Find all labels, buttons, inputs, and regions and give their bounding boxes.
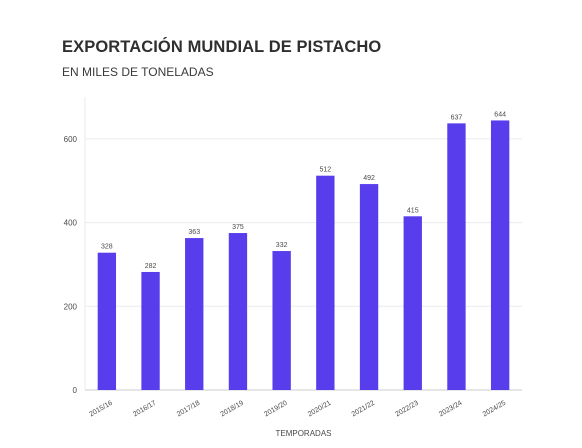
chart-subtitle: EN MILES DE TONELADAS (62, 65, 214, 79)
x-axis-title: TEMPORADAS (275, 429, 331, 438)
bar-value-label: 332 (276, 242, 288, 249)
bar (359, 184, 379, 390)
data-labels: 328 282 363 375 332 512 492 415 637 644 (101, 111, 506, 270)
bars (97, 120, 510, 391)
bar-value-label: 637 (451, 114, 463, 121)
bar-value-label: 512 (320, 167, 332, 174)
x-tick-label: 2015/16 (88, 400, 114, 419)
bar-value-label: 415 (407, 207, 419, 214)
x-tick-label: 2024/25 (482, 400, 508, 419)
bar (228, 233, 248, 390)
x-tick-label: 2018/19 (220, 400, 246, 419)
y-tick-label: 600 (64, 135, 78, 144)
bar-value-label: 363 (188, 229, 200, 236)
bar (490, 120, 510, 390)
bar-value-label: 328 (101, 244, 113, 251)
bar (141, 271, 160, 390)
x-tick-label: 2020/21 (307, 400, 333, 419)
bar (97, 252, 117, 390)
bar-value-label: 282 (145, 263, 157, 270)
bar (272, 251, 291, 390)
x-tick-label: 2021/22 (351, 400, 377, 419)
bar (185, 238, 204, 390)
y-tick-label: 200 (64, 302, 78, 311)
x-tick-label: 2017/18 (176, 400, 202, 419)
bar (403, 216, 422, 390)
y-tick-label: 0 (73, 386, 78, 395)
x-tick-label: 2023/24 (438, 400, 464, 419)
x-tick-label: 2019/20 (263, 400, 289, 419)
bar-value-label: 492 (363, 175, 375, 182)
bar (316, 175, 335, 390)
bar-value-label: 375 (232, 224, 244, 231)
chart-title: EXPORTACIÓN MUNDIAL DE PISTACHO (62, 38, 382, 56)
bar (447, 123, 466, 391)
x-tick-label: 2022/23 (394, 400, 420, 419)
y-axis-ticks: 0 200 400 600 (64, 135, 78, 395)
x-axis-ticks: 2015/16 2016/17 2017/18 2018/19 2019/20 2020/… (88, 400, 507, 419)
x-tick-label: 2016/17 (132, 400, 158, 419)
y-tick-label: 400 (64, 219, 78, 228)
bar-value-label: 644 (494, 111, 506, 118)
